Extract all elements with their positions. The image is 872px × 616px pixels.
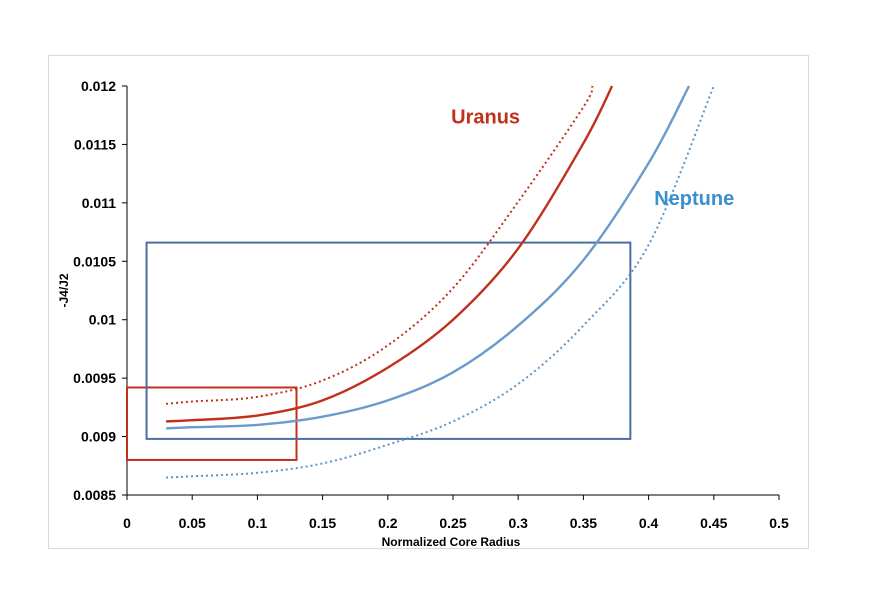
y-tick-label: 0.0115 [74, 136, 116, 152]
x-tick-label: 0.05 [179, 515, 206, 531]
x-tick-label: 0.1 [248, 515, 268, 531]
x-tick-label: 0.3 [508, 515, 528, 531]
neptune-label: Neptune [654, 188, 734, 210]
x-tick-label: 0.35 [570, 515, 597, 531]
uranus-dotted-line [166, 85, 594, 405]
uranus-solid-line [166, 85, 614, 423]
x-tick-label: 0.2 [378, 515, 398, 531]
x-tick-label: 0.4 [639, 515, 659, 531]
x-tick-label: 0.45 [700, 515, 727, 531]
neptune-dotted-line [166, 85, 715, 479]
y-tick-label: 0.012 [81, 78, 116, 94]
chart-frame [48, 55, 809, 549]
x-tick-label: 0.25 [439, 515, 466, 531]
x-tick-label: 0.15 [309, 515, 336, 531]
neptune-box [145, 241, 632, 440]
uranus-box [126, 386, 298, 461]
x-tick-label: 0.5 [769, 515, 789, 531]
x-tick-label: 0 [123, 515, 131, 531]
y-axis-title: -J4/J2 [57, 273, 71, 307]
y-tick-label: 0.0085 [73, 487, 116, 503]
y-tick-label: 0.01 [89, 312, 116, 328]
neptune-solid-line [166, 85, 691, 430]
y-tick-label: 0.011 [82, 195, 116, 211]
x-axis-title: Normalized Core Radius [382, 535, 521, 549]
uranus-label: Uranus [451, 106, 520, 128]
y-tick-label: 0.0105 [73, 253, 116, 269]
y-tick-label: 0.009 [81, 429, 116, 445]
y-tick-label: 0.0095 [73, 370, 116, 386]
